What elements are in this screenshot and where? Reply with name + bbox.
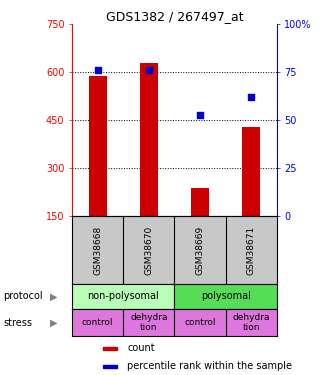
Bar (72, 309, 123, 336)
Point (249, 94, 254, 100)
Bar (123, 309, 174, 336)
Bar (140, 63, 158, 216)
Text: count: count (127, 343, 155, 353)
Text: percentile rank within the sample: percentile rank within the sample (127, 362, 292, 371)
Text: ▶: ▶ (50, 318, 57, 328)
Text: non-polysomal: non-polysomal (87, 291, 159, 302)
Text: polysomal: polysomal (201, 291, 251, 302)
Text: control: control (82, 318, 113, 327)
Bar (103, 366, 117, 368)
Bar (72, 284, 174, 309)
Point (146, 68, 151, 74)
Text: control: control (184, 318, 216, 327)
Text: dehydra
tion: dehydra tion (130, 313, 168, 332)
Text: GSM38668: GSM38668 (93, 225, 102, 274)
Bar (174, 309, 226, 336)
Text: ▶: ▶ (50, 291, 57, 302)
Text: stress: stress (3, 318, 32, 328)
Point (197, 112, 203, 118)
Text: GSM38670: GSM38670 (144, 225, 153, 274)
Text: dehydra
tion: dehydra tion (232, 313, 270, 332)
Bar (226, 309, 277, 336)
Bar (103, 347, 117, 350)
Title: GDS1382 / 267497_at: GDS1382 / 267497_at (106, 10, 243, 23)
Bar (89, 76, 107, 216)
Text: GSM38669: GSM38669 (196, 225, 204, 274)
Bar (191, 188, 209, 216)
Bar (242, 127, 260, 216)
Point (95, 68, 100, 74)
Text: protocol: protocol (3, 291, 43, 302)
Bar (174, 284, 277, 309)
Text: GSM38671: GSM38671 (247, 225, 256, 274)
